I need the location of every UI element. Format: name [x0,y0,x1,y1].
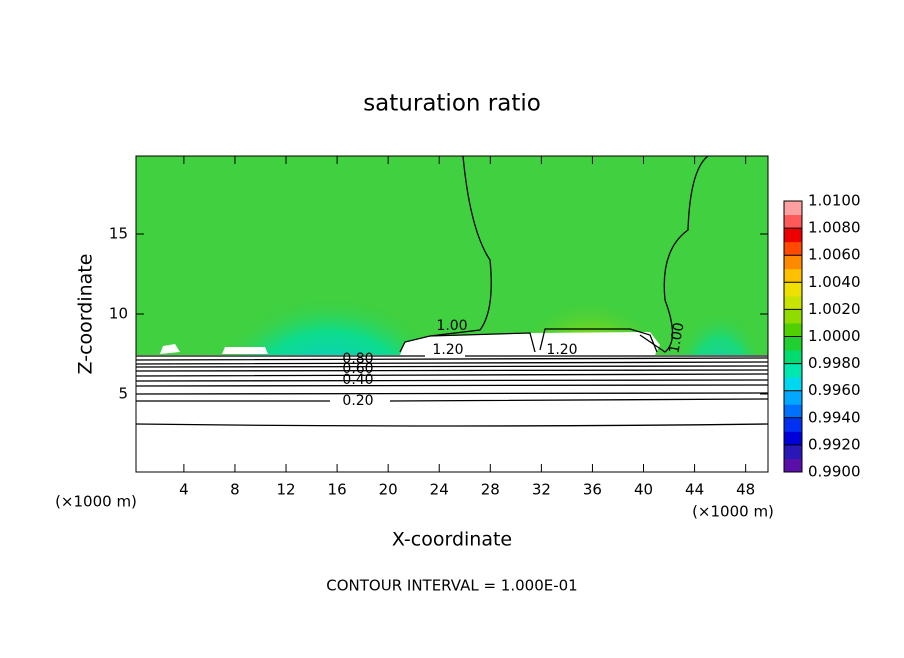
field [136,156,768,472]
contour-label: 1.20 [546,342,577,358]
contour-label: 1.00 [666,321,687,354]
y-tick-label: 5 [118,385,128,403]
colorbar-tick-label: 1.0100 [808,192,861,210]
x-tick-label: 8 [230,481,240,499]
contour-line [639,156,709,353]
contour-line [136,398,768,402]
colorbar-band [784,404,802,419]
x-tick-label: 32 [532,481,551,499]
colorbar-band [784,309,802,324]
colorbar-band [784,431,802,446]
colorbar-band [784,363,802,378]
colorbar-band [784,295,802,310]
contour-label: 1.20 [432,342,463,358]
colorbar-band [784,417,802,432]
x-axis-label: X-coordinate [392,529,512,551]
colorbar-tick-label: 1.0040 [808,273,861,291]
contour-label: 0.80 [342,351,373,367]
colorbar-tick-label: 1.0060 [808,246,861,264]
x-tick-label: 24 [430,481,449,499]
contour-label: 0.40 [342,372,373,388]
colorbar-tick-label: 0.9960 [808,381,861,399]
x-unit: (×1000 m) [692,503,774,521]
colorbar-band [784,336,802,351]
colorbar-band [784,377,802,392]
colorbar-band [784,282,802,297]
colorbar-tick-label: 0.9920 [808,435,861,453]
x-tick-label: 36 [583,481,602,499]
colorbar-band [784,228,802,243]
chart-title: saturation ratio [363,91,541,117]
colorbar-band [784,390,802,405]
colorbar-band [784,201,802,216]
footer: CONTOUR INTERVAL = 1.000E-01 [326,577,577,595]
x-tick-label: 12 [276,481,295,499]
contour-label: 0.20 [342,393,373,409]
y-axis-label: Z-coordinate [75,254,97,375]
colorbar-tick-label: 0.9940 [808,408,861,426]
colorbar-tick-label: 0.9900 [808,463,861,481]
x-unit: (×1000 m) [55,493,137,511]
y-tick-label: 15 [109,225,128,243]
colorbar-band [784,268,802,283]
x-tick-label: 4 [179,481,189,499]
colorbar-tick-label: 1.0080 [808,219,861,237]
x-tick-label: 44 [685,481,704,499]
colorbar-band [784,322,802,337]
colorbar-tick-label: 1.0020 [808,300,861,318]
colorbar-band [784,255,802,270]
colorbar-tick-label: 1.0000 [808,327,861,345]
x-tick-label: 28 [481,481,500,499]
contour-label: 0.60 [342,361,373,377]
x-tick-label: 20 [379,481,398,499]
colorbar-band [784,444,802,459]
x-tick-label: 48 [736,481,755,499]
colorbar-band [784,241,802,256]
x-tick-label: 40 [634,481,653,499]
y-tick-label: 10 [109,305,128,323]
colorbar-tick-label: 0.9980 [808,354,861,372]
x-tick-label: 16 [328,481,347,499]
contour-label: 1.00 [436,318,467,334]
colorbar-band [784,458,802,473]
contour-line [429,156,492,337]
colorbar-band [784,214,802,229]
colorbar-band [784,350,802,365]
